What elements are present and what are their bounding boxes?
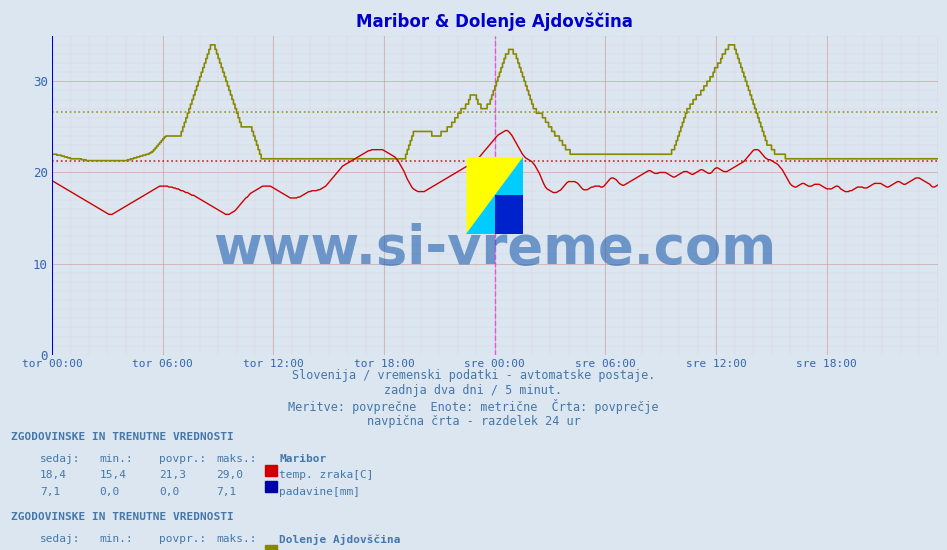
Text: Slovenija / vremenski podatki - avtomatske postaje.: Slovenija / vremenski podatki - avtomats… [292,368,655,382]
Text: 18,4: 18,4 [40,470,67,480]
Text: 15,4: 15,4 [99,470,127,480]
Text: ZGODOVINSKE IN TRENUTNE VREDNOSTI: ZGODOVINSKE IN TRENUTNE VREDNOSTI [11,512,234,521]
Text: 29,0: 29,0 [216,470,243,480]
Text: min.:: min.: [99,454,134,464]
Text: Meritve: povprečne  Enote: metrične  Črta: povprečje: Meritve: povprečne Enote: metrične Črta:… [288,399,659,414]
Text: maks.:: maks.: [216,534,257,543]
Text: 21,3: 21,3 [159,470,187,480]
Text: povpr.:: povpr.: [159,454,206,464]
Text: navpična črta - razdelek 24 ur: navpična črta - razdelek 24 ur [366,415,581,428]
Text: 0,0: 0,0 [99,487,119,497]
Text: min.:: min.: [99,534,134,543]
Text: sedaj:: sedaj: [40,534,80,543]
Text: Maribor: Maribor [279,454,327,464]
Polygon shape [467,157,523,234]
Text: 0,0: 0,0 [159,487,179,497]
Text: 7,1: 7,1 [216,487,236,497]
Title: Maribor & Dolenje Ajdovščina: Maribor & Dolenje Ajdovščina [356,13,634,31]
Text: maks.:: maks.: [216,454,257,464]
Text: 7,1: 7,1 [40,487,60,497]
Text: www.si-vreme.com: www.si-vreme.com [213,223,777,276]
Text: ZGODOVINSKE IN TRENUTNE VREDNOSTI: ZGODOVINSKE IN TRENUTNE VREDNOSTI [11,432,234,442]
Text: sedaj:: sedaj: [40,454,80,464]
Text: temp. zraka[C]: temp. zraka[C] [279,470,374,480]
Text: padavine[mm]: padavine[mm] [279,487,361,497]
Polygon shape [495,195,523,234]
Polygon shape [467,157,523,234]
Text: Dolenje Ajdovščina: Dolenje Ajdovščina [279,534,401,544]
Text: povpr.:: povpr.: [159,534,206,543]
Text: zadnja dva dni / 5 minut.: zadnja dva dni / 5 minut. [384,384,563,397]
